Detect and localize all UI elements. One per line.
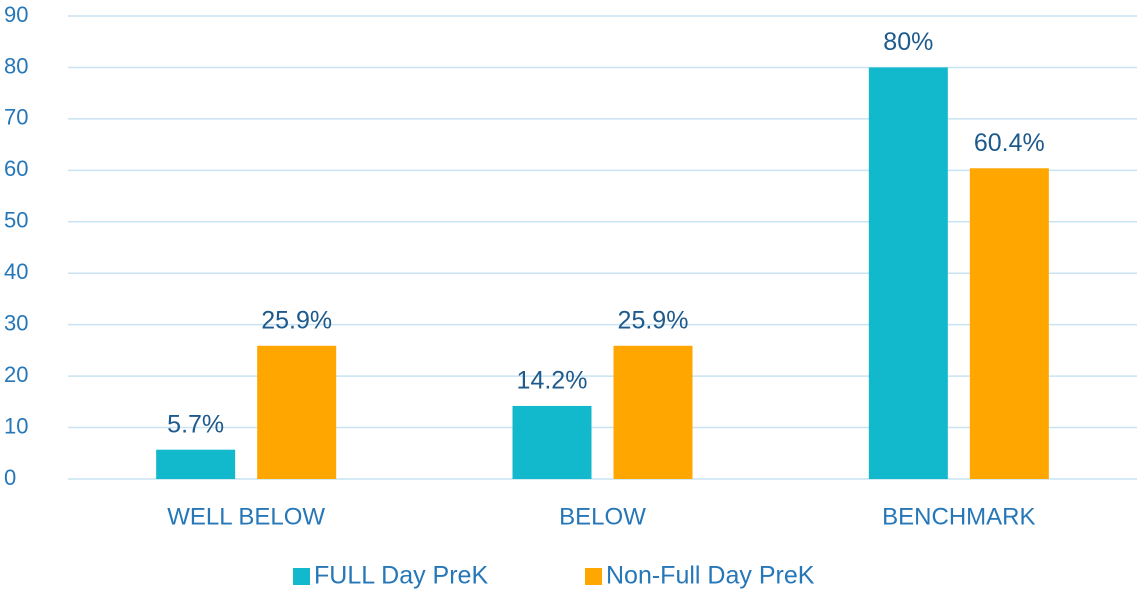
value-label: 14.2% [517, 367, 588, 395]
y-tick-label: 20 [4, 362, 28, 387]
legend-label: Non-Full Day PreK [606, 562, 815, 590]
y-tick-label: 30 [4, 310, 28, 335]
value-label: 5.7% [167, 410, 224, 438]
y-tick-label: 10 [4, 413, 28, 438]
bar [868, 67, 948, 479]
bar [257, 345, 337, 479]
y-tick-label: 90 [4, 2, 28, 27]
x-tick-label: WELL BELOW [167, 503, 325, 530]
y-tick-label: 50 [4, 208, 28, 233]
value-label: 25.9% [618, 306, 689, 334]
bar [512, 405, 592, 479]
bar [613, 345, 693, 479]
legend-swatch [293, 568, 310, 585]
y-tick-label: 0 [4, 465, 16, 490]
x-tick-label: BENCHMARK [882, 503, 1035, 530]
value-label: 25.9% [261, 306, 332, 334]
y-tick-label: 80 [4, 53, 28, 78]
bar [969, 168, 1049, 479]
y-tick-label: 40 [4, 259, 28, 284]
y-tick-label: 70 [4, 105, 28, 130]
value-label: 80% [883, 28, 933, 56]
y-tick-label: 60 [4, 156, 28, 181]
bar [156, 449, 236, 479]
x-tick-label: BELOW [559, 503, 646, 530]
legend-label: FULL Day PreK [314, 562, 488, 590]
value-label: 60.4% [974, 129, 1045, 157]
legend-swatch [585, 568, 602, 585]
